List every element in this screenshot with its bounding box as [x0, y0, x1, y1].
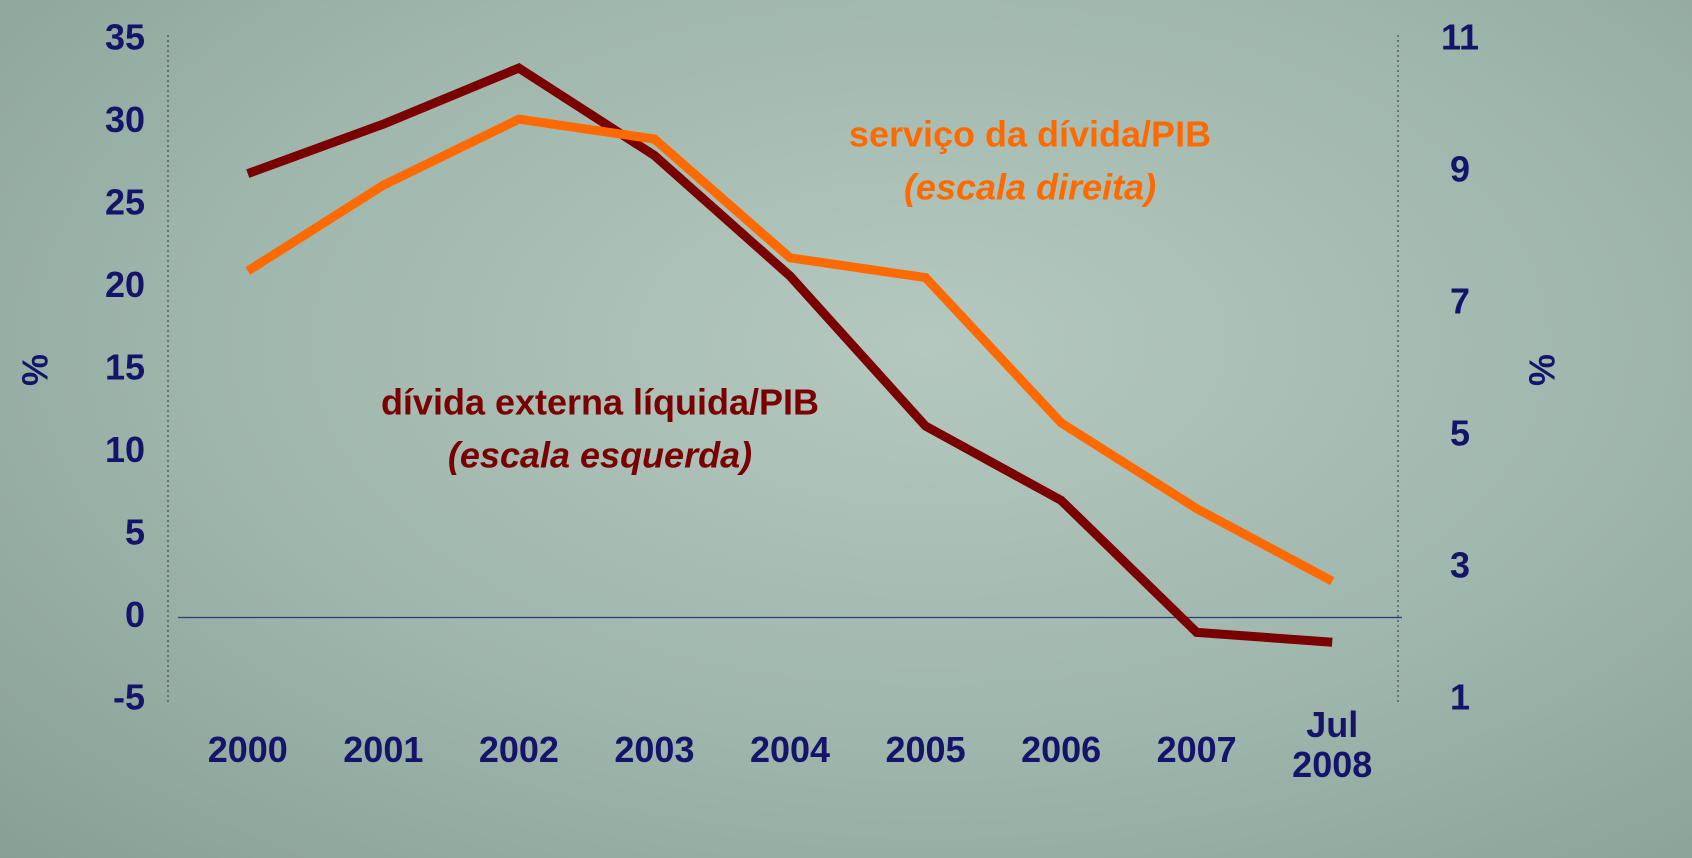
x-tick-label: 2002: [478, 729, 559, 770]
y-tick-label: 30: [105, 99, 145, 140]
y2-tick-label: 11: [1441, 17, 1479, 58]
annotation: (escala esquerda): [448, 435, 752, 476]
y-axis-label: %: [15, 354, 56, 386]
y-tick-label: -5: [113, 677, 145, 718]
y-tick-label: 10: [105, 429, 145, 470]
x-tick-label: 2003: [614, 729, 695, 770]
x-tick-label: 2000: [207, 729, 288, 770]
annotation: (escala direita): [904, 167, 1156, 208]
x-tick-label: 2007: [1156, 729, 1237, 770]
y2-tick-label: 7: [1450, 281, 1470, 322]
series-line: [245, 114, 1335, 586]
x-tick-label: 2006: [1021, 729, 1102, 770]
y2-tick-label: 1: [1450, 677, 1470, 718]
y-tick-label: 15: [105, 347, 145, 388]
y-tick-label: 5: [125, 512, 145, 553]
x-tick-label: 2005: [885, 729, 966, 770]
annotation: dívida externa líquida/PIB: [381, 382, 819, 423]
x-tick-label: Jul 2008: [1292, 704, 1373, 785]
y2-tick-label: 3: [1450, 545, 1470, 586]
y-tick-label: 35: [105, 17, 145, 58]
y-tick-label: 0: [125, 594, 145, 635]
x-tick-label: 2001: [343, 729, 424, 770]
y-tick-label: 25: [105, 182, 145, 223]
y2-tick-label: 9: [1450, 149, 1470, 190]
y2-axis-label: %: [1522, 354, 1563, 386]
y-tick-label: 20: [105, 264, 145, 305]
y2-tick-label: 5: [1450, 413, 1470, 454]
annotation: serviço da dívida/PIB: [849, 114, 1211, 155]
x-tick-label: 2004: [749, 729, 831, 770]
series-line: [246, 62, 1333, 647]
